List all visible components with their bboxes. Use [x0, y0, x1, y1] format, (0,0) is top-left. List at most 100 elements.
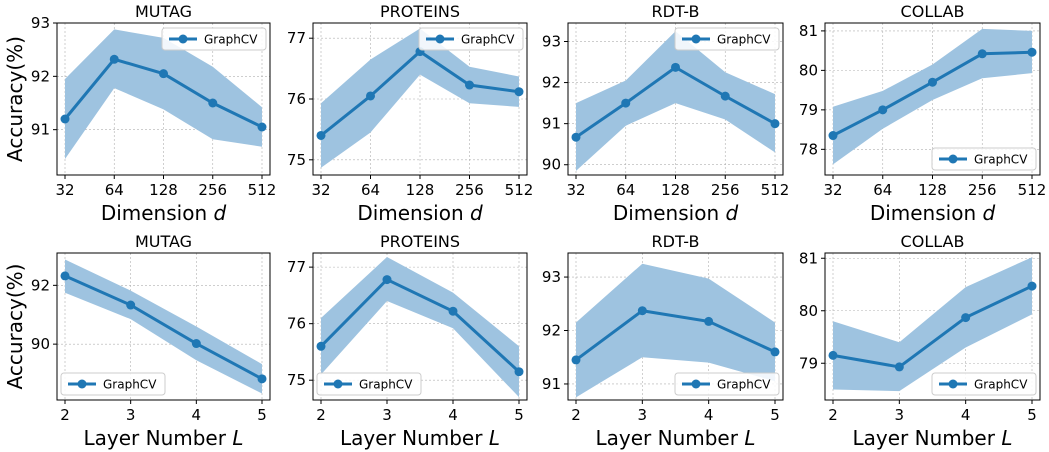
data-point: [621, 98, 631, 108]
data-point: [894, 362, 904, 372]
legend: GraphCV: [418, 27, 524, 51]
y-tick-label: 90: [31, 335, 50, 353]
x-tick-label: 128: [918, 181, 947, 199]
data-point: [382, 275, 392, 285]
legend-marker: [77, 379, 87, 389]
x-tick-label: 64: [105, 181, 124, 199]
confidence-band: [833, 28, 1032, 165]
chart-title: MUTAG: [135, 232, 192, 251]
x-tick-label: 128: [661, 181, 690, 199]
x-tick-label: 32: [566, 181, 585, 199]
x-axis-label-text: Dimension: [613, 201, 719, 225]
x-tick-label: 4: [704, 406, 714, 424]
x-tick-label: 32: [823, 181, 842, 199]
x-tick-label: 4: [961, 406, 971, 424]
data-point: [878, 105, 888, 115]
legend-label: GraphCV: [359, 378, 413, 392]
y-tick-label: 78: [799, 140, 818, 158]
x-tick-label: 128: [149, 181, 178, 199]
data-point: [316, 341, 326, 351]
plot-frame: [312, 252, 528, 401]
x-axis-label-text: Layer Number: [340, 426, 483, 450]
legend-box: [60, 372, 166, 396]
legend-label: GraphCV: [204, 33, 258, 47]
data-point: [720, 91, 730, 101]
data-point: [1027, 47, 1037, 57]
y-tick-label: 80: [799, 302, 818, 320]
x-axis-label: Dimension d: [101, 201, 227, 225]
x-axis-label: Layer Number L: [596, 426, 756, 450]
legend-marker: [948, 154, 958, 164]
legend-box: [418, 27, 524, 51]
y-tick-label: 81: [799, 249, 818, 267]
y-tick-label: 92: [31, 67, 50, 85]
x-tick-label: 512: [1018, 181, 1047, 199]
data-point: [257, 122, 267, 132]
legend-label: GraphCV: [717, 378, 771, 392]
x-axis-label-variable: L: [744, 426, 755, 450]
y-tick-label: 80: [799, 61, 818, 79]
chart-panel-6: 2 3 4 5 75 76 77 PROTEINS Layer Number L GraphCV: [287, 232, 528, 450]
legend-marker: [691, 379, 701, 389]
data-point: [637, 306, 647, 316]
x-axis-label-variable: L: [1001, 426, 1012, 450]
data-point: [514, 87, 524, 97]
y-tick-label: 93: [31, 14, 50, 32]
legend: GraphCV: [674, 372, 780, 396]
x-axis-label: Layer Number L: [84, 426, 244, 450]
x-tick-label: 256: [198, 181, 227, 199]
data-point: [828, 350, 838, 360]
chart-panel-5: 2 3 4 5 90 92 MUTAG Layer Number L Accuracy(%) Gr…: [3, 232, 271, 450]
x-axis-label: Layer Number L: [340, 426, 500, 450]
x-tick-label: 3: [895, 406, 905, 424]
x-axis-label: Dimension d: [870, 201, 996, 225]
x-axis-label-text: Dimension: [357, 201, 463, 225]
x-axis-label-variable: L: [232, 426, 243, 450]
y-tick-label: 79: [799, 354, 818, 372]
x-axis-label-text: Layer Number: [853, 426, 996, 450]
data-point: [208, 98, 218, 108]
data-point: [828, 131, 838, 141]
data-point: [448, 306, 458, 316]
legend: GraphCV: [674, 27, 780, 51]
legend-label: GraphCV: [103, 378, 157, 392]
data-point: [704, 316, 714, 326]
series-line: [64, 274, 263, 381]
x-axis-label-variable: d: [725, 201, 738, 225]
series-line: [319, 277, 521, 373]
y-axis-label: Accuracy(%): [3, 264, 27, 390]
y-tick-label: 76: [287, 90, 306, 108]
data-point: [1027, 281, 1037, 291]
x-tick-label: 5: [770, 406, 780, 424]
data-point: [191, 339, 201, 349]
x-tick-label: 128: [406, 181, 435, 199]
series-line: [575, 309, 776, 362]
confidence-band: [321, 28, 519, 168]
x-axis-label-variable: d: [982, 201, 995, 225]
plot-frame: [824, 252, 1041, 401]
data-point: [571, 355, 581, 365]
x-tick-label: 64: [873, 181, 892, 199]
data-point: [928, 77, 937, 87]
data-point: [465, 80, 474, 90]
y-tick-label: 92: [542, 74, 561, 92]
legend: GraphCV: [931, 147, 1037, 171]
chart-title: PROTEINS: [380, 2, 460, 21]
legend-marker: [948, 379, 958, 389]
x-tick-label: 2: [828, 406, 838, 424]
chart-title: COLLAB: [901, 232, 965, 251]
chart-title: RDT-B: [652, 2, 700, 21]
chart-title: MUTAG: [135, 2, 192, 21]
legend-marker: [435, 34, 445, 44]
series-line: [832, 284, 1033, 369]
y-tick-label: 92: [542, 322, 561, 340]
data-point: [770, 347, 780, 357]
x-tick-label: 32: [311, 181, 330, 199]
x-tick-label: 64: [616, 181, 635, 199]
chart-panel-7: 2 3 4 5 91 92 93 RDT-B Layer Number L GraphCV: [542, 232, 784, 450]
data-point: [977, 49, 987, 59]
x-axis-label-text: Layer Number: [84, 426, 227, 450]
chart-title: PROTEINS: [380, 232, 460, 251]
x-tick-label: 5: [257, 406, 267, 424]
data-point: [60, 271, 70, 281]
